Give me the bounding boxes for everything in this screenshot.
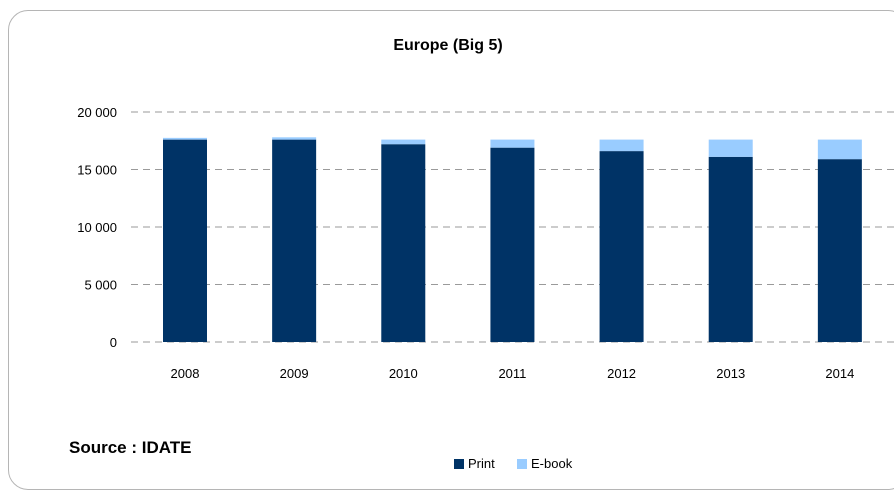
y-tick-label: 0 <box>110 335 117 350</box>
bar-ebook-2012 <box>599 139 644 152</box>
bar-print-2009 <box>272 139 317 342</box>
x-tick-label: 2011 <box>498 366 526 381</box>
legend-swatch-print <box>454 459 464 469</box>
legend: Print E-book <box>454 456 573 471</box>
bar-print-2012 <box>599 151 644 342</box>
bars <box>163 137 862 342</box>
bar-ebook-2014 <box>817 139 862 160</box>
source-note: Source : IDATE <box>69 438 192 457</box>
bar-print-2011 <box>490 147 535 342</box>
y-tick-label: 10 000 <box>77 220 117 235</box>
bar-print-2014 <box>817 159 862 342</box>
x-tick-label: 2010 <box>389 366 418 381</box>
y-tick-label: 5 000 <box>84 278 117 293</box>
x-tick-label: 2013 <box>716 366 745 381</box>
x-tick-label: 2014 <box>825 366 854 381</box>
bar-ebook-2011 <box>490 139 535 148</box>
bar-ebook-2010 <box>381 139 426 145</box>
x-tick-label: 2009 <box>280 366 309 381</box>
bar-print-2008 <box>163 139 207 342</box>
bar-print-2010 <box>381 144 426 342</box>
bar-ebook-2013 <box>708 139 753 157</box>
legend-label-ebook: E-book <box>531 456 573 471</box>
chart-title: Europe (Big 5) <box>393 37 502 54</box>
bar-ebook-2008 <box>163 137 207 140</box>
bar-ebook-2009 <box>272 137 317 140</box>
legend-label-print: Print <box>468 456 495 471</box>
y-tick-label: 15 000 <box>77 163 117 178</box>
x-tick-label: 2008 <box>171 366 200 381</box>
x-tick-label: 2012 <box>607 366 636 381</box>
y-axis: 0 5 000 10 000 15 000 20 000 <box>77 105 117 350</box>
y-tick-label: 20 000 <box>77 105 117 120</box>
x-axis: 2008 2009 2010 2011 2012 2013 2014 <box>171 366 855 381</box>
legend-swatch-ebook <box>517 459 527 469</box>
bar-print-2013 <box>708 156 753 342</box>
